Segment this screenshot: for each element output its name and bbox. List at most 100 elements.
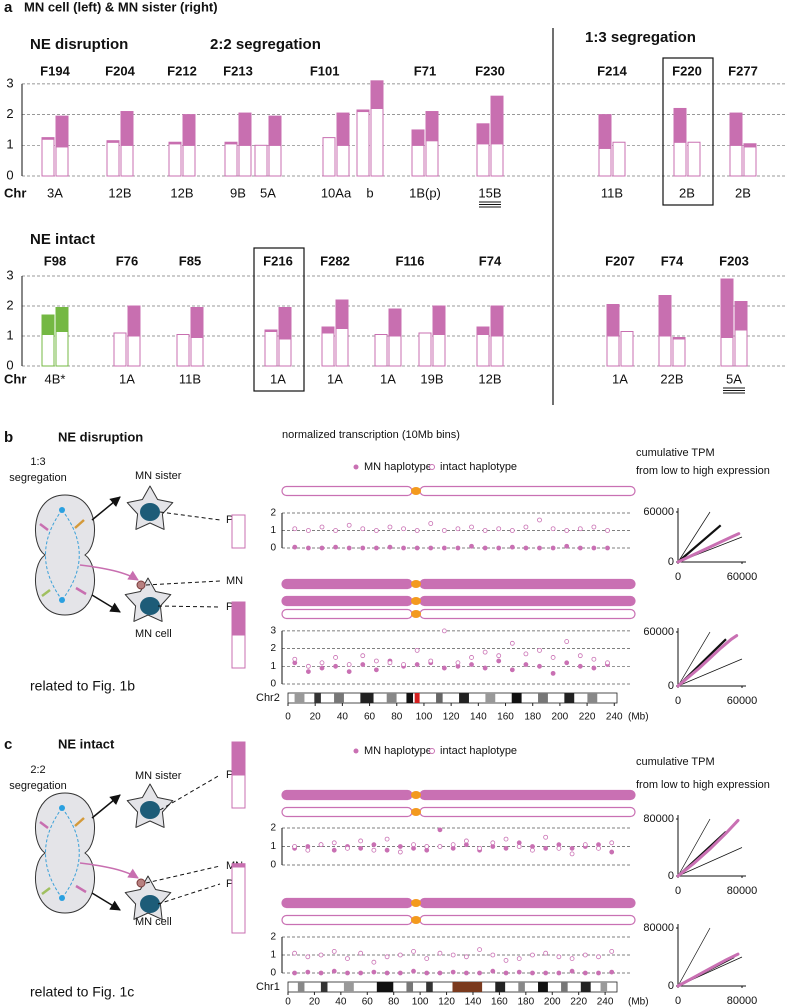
mn-point xyxy=(333,544,338,550)
intact-point xyxy=(516,844,522,849)
x-tick-label: 180 xyxy=(524,712,541,723)
intact-point xyxy=(333,655,338,660)
chromosome-arm xyxy=(419,578,636,590)
centromere xyxy=(411,487,421,495)
y-tick-label: 1 xyxy=(270,525,276,536)
mn-point xyxy=(503,970,509,976)
guide-line xyxy=(677,927,711,987)
y-tick-label: 2 xyxy=(270,643,276,654)
bar-base xyxy=(411,144,425,177)
chromatid xyxy=(41,887,51,895)
intact-point xyxy=(482,649,488,655)
x-tick-label: 80 xyxy=(388,997,400,1008)
intact-point xyxy=(373,658,379,664)
legend-label: intact haplotype xyxy=(440,461,517,473)
intact-point xyxy=(463,954,469,960)
mn-point xyxy=(384,970,390,976)
mn-point xyxy=(346,669,352,675)
nucleus xyxy=(140,895,160,913)
arrow xyxy=(91,594,121,613)
chromosome-label: 4B* xyxy=(45,371,66,386)
intact-point xyxy=(569,851,575,857)
intact-point xyxy=(530,952,535,958)
mn-point xyxy=(358,845,364,851)
intact-point xyxy=(550,526,556,532)
intact-point xyxy=(490,952,496,958)
chromosome-arm xyxy=(281,608,413,620)
intact-point xyxy=(469,655,474,660)
cell-label: MN sister xyxy=(135,470,182,482)
x-tick-label: 0 xyxy=(675,885,681,897)
y-tick-label: 0 xyxy=(668,556,674,568)
mn-point xyxy=(319,665,325,671)
bar-base xyxy=(374,334,388,367)
intact-point xyxy=(490,840,496,846)
x-tick-label: 240 xyxy=(606,712,623,723)
bar-base xyxy=(734,329,748,367)
mn-point xyxy=(331,968,337,974)
intact-point xyxy=(543,950,549,956)
bar-base xyxy=(335,328,349,367)
bar-gain xyxy=(224,141,238,145)
intact-point xyxy=(523,651,529,657)
mn-point xyxy=(496,545,502,551)
pole xyxy=(59,597,65,603)
nucleus xyxy=(140,503,160,521)
y-tick-label: 0 xyxy=(668,980,674,992)
bar-base xyxy=(127,335,141,367)
panel-label: b xyxy=(4,429,13,446)
ideogram xyxy=(287,692,618,704)
chromosome-label: 1A xyxy=(270,371,286,386)
bar-base xyxy=(190,337,204,367)
legend-marker xyxy=(429,748,435,754)
intact-point xyxy=(428,658,434,664)
bar-base xyxy=(176,334,190,367)
sample-name: F71 xyxy=(414,63,436,78)
bar-base xyxy=(672,338,686,367)
mn-point xyxy=(503,845,509,851)
sample-name: F207 xyxy=(605,253,635,268)
intact-point xyxy=(605,528,610,533)
intact-point xyxy=(331,949,337,954)
chromosome-arm xyxy=(419,914,636,926)
cell-label: MN cell xyxy=(135,628,172,640)
intact-point xyxy=(371,847,377,853)
intact-point xyxy=(387,660,393,666)
legend-marker xyxy=(429,464,435,470)
intact-point xyxy=(530,847,535,853)
x-tick-label: 80 xyxy=(391,712,403,723)
bar-gain xyxy=(41,314,55,335)
y-tick-label: 1 xyxy=(6,327,13,342)
intact-point xyxy=(345,845,350,851)
intact-point xyxy=(346,662,352,667)
chromosome-arm xyxy=(419,897,636,909)
bar-gain xyxy=(120,111,134,146)
mn-point xyxy=(591,665,597,671)
intact-point xyxy=(477,947,482,952)
sample-name: F74 xyxy=(661,253,684,268)
intact-point xyxy=(319,524,325,530)
x-tick-label: 60 xyxy=(362,997,374,1008)
chromosome-arm xyxy=(419,595,636,607)
intact-point xyxy=(331,840,337,846)
cumulative-title: from low to high expression xyxy=(636,465,770,477)
intact-point xyxy=(397,952,403,958)
row-heading: NE intact xyxy=(30,231,95,248)
intact-point xyxy=(437,950,443,956)
intact-point xyxy=(609,949,615,954)
bar-base xyxy=(476,143,490,177)
x-tick-label: 20 xyxy=(310,712,322,723)
intact-point xyxy=(346,522,352,528)
bar-base xyxy=(687,141,701,177)
intact-point xyxy=(523,524,529,530)
arrow xyxy=(91,892,121,911)
cumulative-title: cumulative TPM xyxy=(636,756,715,768)
bar-base xyxy=(490,143,504,177)
bar-gain xyxy=(168,141,182,145)
intact-point xyxy=(477,845,482,851)
intact-point xyxy=(564,528,570,533)
mn-point xyxy=(373,667,379,673)
segregation-label: segregation xyxy=(9,780,67,792)
x-unit: (Mb) xyxy=(628,712,649,723)
bar-base xyxy=(673,141,687,177)
